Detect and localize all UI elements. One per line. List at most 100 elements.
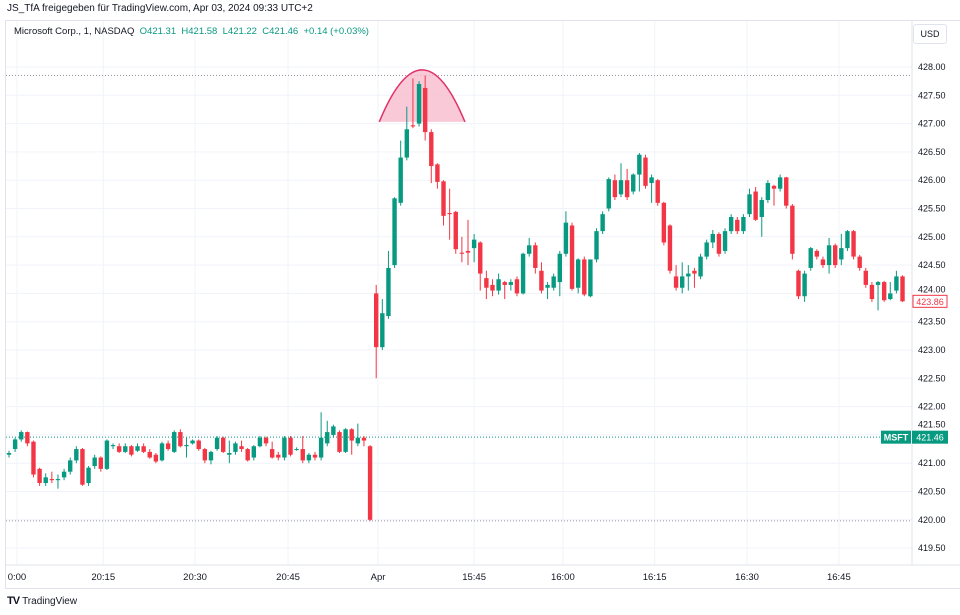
candle-down: [141, 446, 146, 452]
footer-brand[interactable]: TradingView: [22, 595, 78, 607]
candle-down: [447, 213, 452, 215]
candle-down: [37, 468, 42, 484]
candle-down: [300, 449, 305, 461]
tradingview-logo-icon[interactable]: TV: [7, 595, 20, 607]
price-tick-label: 421.00: [918, 458, 946, 468]
candle-down: [900, 276, 905, 302]
candle-down: [484, 278, 489, 288]
candle-up: [233, 443, 238, 452]
price-tick-label: 426.50: [918, 147, 946, 157]
legend-high: 421.58: [188, 26, 218, 37]
candle-up: [172, 432, 177, 452]
candle-up: [471, 239, 477, 249]
legend-open-label: O: [139, 26, 148, 37]
legend-close-label: C: [262, 26, 270, 37]
candle-down: [667, 225, 673, 271]
candle-up: [6, 453, 12, 455]
symbol-badge-label: MSFT: [884, 433, 909, 443]
candle-down: [582, 259, 587, 295]
time-tick-label: 20:30: [183, 572, 207, 583]
candle-down: [851, 231, 856, 257]
candle-up: [61, 471, 67, 478]
candle-down: [367, 446, 373, 520]
candle-down: [410, 125, 416, 127]
candle-down: [655, 180, 660, 203]
candle-down: [514, 279, 520, 294]
candle-up: [92, 457, 97, 467]
candle-up: [331, 426, 336, 435]
price-tick-label: 425.50: [918, 204, 946, 214]
candle-down: [178, 432, 183, 447]
candle-up: [306, 454, 312, 461]
candle-down: [196, 440, 201, 450]
legend-close: 421.46: [269, 26, 299, 37]
candle-up: [257, 437, 263, 447]
candle-down: [239, 446, 244, 450]
candle-up: [728, 216, 734, 232]
candle-up: [888, 293, 893, 300]
candle-down: [165, 443, 171, 450]
candle-down: [490, 284, 495, 291]
candle-up: [404, 129, 409, 158]
candle-up: [135, 446, 140, 451]
candle-up: [698, 256, 703, 277]
candle-up: [12, 439, 18, 450]
candle-up: [575, 259, 581, 288]
candle-down: [435, 164, 440, 182]
candle-up: [649, 177, 654, 184]
price-tick-label: 422.00: [918, 402, 946, 412]
candle-down: [478, 242, 483, 274]
time-tick-label: 15:45: [462, 572, 486, 583]
candle-down: [869, 284, 875, 300]
candle-down: [735, 219, 740, 232]
candle-up: [741, 216, 746, 232]
candle-down: [147, 451, 152, 458]
symbol-badge: [881, 430, 911, 444]
candle-up: [618, 180, 624, 195]
price-tick-label: 426.00: [918, 175, 946, 185]
candle-down: [337, 432, 342, 452]
candle-down: [245, 449, 250, 461]
candle-up: [496, 279, 501, 291]
candle-down: [881, 282, 887, 301]
candle-down: [771, 185, 777, 189]
candle-down: [539, 270, 544, 291]
candle-up: [55, 479, 61, 481]
candle-up: [875, 282, 881, 285]
currency-button[interactable]: USD: [913, 24, 947, 44]
candle-down: [429, 132, 434, 167]
candle-up: [747, 194, 752, 215]
candle-down: [263, 437, 269, 444]
candle-up: [808, 248, 813, 268]
candle-up: [380, 313, 385, 348]
candle-down: [202, 449, 208, 461]
legend-symbol: Microsoft Corp., 1, NASDAQ: [14, 26, 135, 37]
candle-up: [710, 233, 715, 243]
time-tick-label: 16:15: [643, 572, 667, 583]
candle-up: [416, 83, 422, 124]
symbol-price-badge: [912, 430, 948, 444]
legend-high-label: H: [181, 26, 189, 37]
candle-up: [606, 179, 611, 209]
price-tick-label: 420.00: [918, 515, 946, 525]
candle-down: [533, 245, 538, 268]
legend-low-label: L: [222, 26, 228, 37]
candle-down: [116, 446, 122, 452]
candle-down: [465, 250, 471, 253]
candle-up: [398, 157, 403, 203]
candle-down: [276, 454, 281, 458]
candle-up: [631, 174, 636, 192]
candle-down: [349, 429, 354, 441]
candle-down: [624, 180, 630, 198]
price-tick-label: 425.00: [918, 232, 946, 242]
candle-up: [123, 446, 128, 452]
candle-down: [288, 437, 293, 455]
candle-up: [520, 253, 526, 294]
candle-up: [637, 154, 642, 175]
chart-frame: [5, 20, 960, 589]
price-tick-label: 419.50: [918, 543, 946, 553]
chart-title: JS_TfA freigegeben für TradingView.com, …: [7, 3, 313, 14]
arc-pattern-annotation[interactable]: [378, 69, 466, 123]
time-tick-label: 20:45: [276, 572, 300, 583]
